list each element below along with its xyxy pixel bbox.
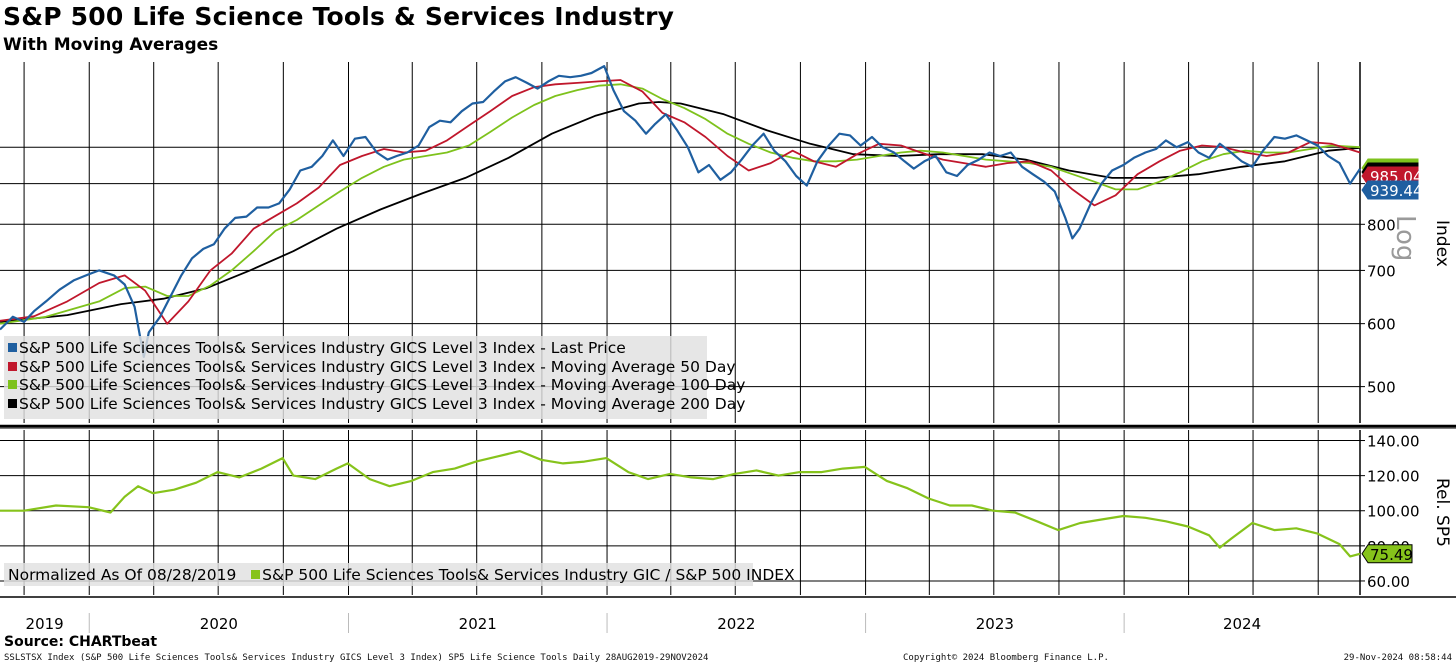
legend-swatch-price (8, 343, 17, 352)
log-scale-label: Log (1390, 215, 1420, 261)
series-relative-line (0, 450, 1361, 558)
legend-swatch-ma200 (8, 398, 17, 408)
legend-item-price: S&P 500 Life Sciences Tools& Services In… (8, 339, 626, 357)
y-tick-label: 800 (1367, 216, 1396, 234)
x-tick-label: 2021 (459, 615, 497, 633)
x-tick-label: 2020 (200, 615, 238, 633)
legend-item-ma50: S&P 500 Life Sciences Tools& Services In… (8, 358, 736, 376)
x-tick-label: 2023 (976, 615, 1014, 633)
last-value-tag-relative: 75.49 (1361, 544, 1413, 564)
legend-swatch-relative (251, 570, 261, 579)
x-tick-label: 2024 (1223, 615, 1261, 633)
top-horizontal-gridlines (0, 183, 1360, 388)
y-tick-label: 600 (1367, 316, 1396, 334)
tag-label: 939.44 (1370, 182, 1423, 200)
y-axis-title-bottom: Rel. SP5 (1432, 478, 1452, 547)
x-tick-label: 2019 (26, 615, 64, 633)
legend-item-ma200: S&P 500 Life Sciences Tools& Services In… (8, 395, 745, 413)
tag-label: 75.49 (1370, 546, 1413, 564)
legend-relative: Normalized As Of 08/28/2019 S&P 500 Life… (4, 563, 795, 586)
normalized-note: Normalized As Of 08/28/2019 (8, 566, 237, 584)
footer-copyright: Copyright© 2024 Bloomberg Finance L.P. (903, 653, 1109, 663)
x-tick-label: 2022 (717, 615, 755, 633)
y-tick-label: 140.00 (1367, 433, 1420, 451)
y-tick-label: 700 (1367, 262, 1396, 280)
legend-swatch-ma100 (8, 380, 17, 389)
footer-timestamp: 29-Nov-2024 08:58:44 (1343, 653, 1452, 663)
legend-label-ma200: S&P 500 Life Sciences Tools& Services In… (19, 394, 746, 413)
legend-label-relative: S&P 500 Life Sciences Tools& Services In… (262, 566, 795, 584)
legend-label-ma50: S&P 500 Life Sciences Tools& Services In… (19, 357, 736, 376)
legend-main: S&P 500 Life Sciences Tools& Services In… (4, 336, 745, 419)
tag-shape (1361, 544, 1413, 564)
y-tick-label: 500 (1367, 379, 1396, 397)
y-tick-label: 100.00 (1367, 503, 1420, 521)
legend-item-ma100: S&P 500 Life Sciences Tools& Services In… (8, 376, 745, 394)
legend-swatch-ma50 (8, 361, 17, 371)
legend-item-relative: Normalized As Of 08/28/2019 S&P 500 Life… (8, 566, 795, 584)
chart-title: S&P 500 Life Science Tools & Services In… (3, 2, 675, 31)
legend-label-price: S&P 500 Life Sciences Tools& Services In… (19, 339, 626, 357)
y-tick-label: 60.00 (1367, 573, 1410, 591)
last-value-tag-price: 939.44 (1361, 180, 1423, 200)
legend-label-ma100: S&P 500 Life Sciences Tools& Services In… (19, 376, 746, 394)
chart-subtitle: With Moving Averages (3, 35, 219, 55)
footer-description: SSLSTSX Index (S&P 500 Life Sciences Too… (4, 653, 709, 663)
source-note: Source: CHARTbeat (4, 634, 158, 650)
y-axis-title-top: Index (1432, 220, 1452, 267)
series-ma100-line (0, 83, 1361, 325)
tag-shape (1361, 180, 1419, 200)
series-price-line (0, 65, 1361, 358)
series-ma50-line (0, 79, 1361, 325)
y-tick-label: 120.00 (1367, 468, 1420, 486)
series-ma200-line (0, 101, 1361, 323)
